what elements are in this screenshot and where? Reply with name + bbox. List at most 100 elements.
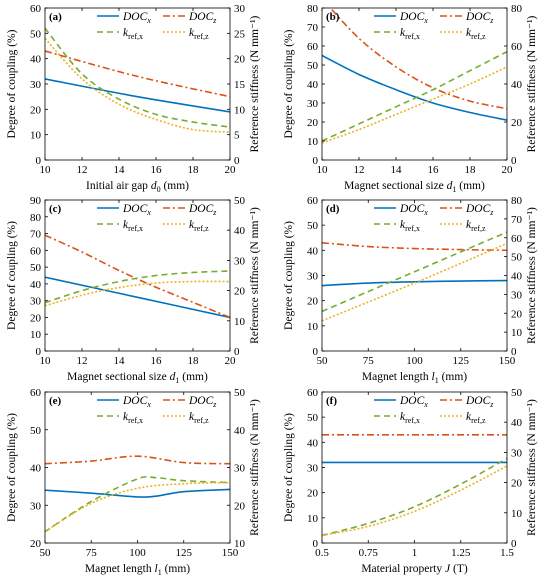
x-tick-label: 10	[40, 355, 52, 367]
x-tick-label: 125	[176, 547, 193, 559]
y-tick-label: 40	[30, 279, 42, 291]
y-tick-label: 60	[30, 245, 42, 257]
y-axis-label: Degree of coupling (%)	[283, 29, 295, 138]
legend-label: DOCz	[465, 203, 494, 217]
legend-label: kref,x	[400, 27, 420, 41]
x-tick-label: 14	[391, 164, 403, 176]
y2-tick-label: 50	[234, 195, 246, 207]
y-tick-label: 40	[307, 79, 319, 91]
chart-panel: 50 75 100 125 150 20 30 40 50 60 10 20 30 40 50 (e) Magn…	[6, 387, 261, 576]
y2-tick-label: 20	[234, 54, 246, 66]
y2-tick-label: 50	[511, 252, 523, 264]
legend-label: kref,z	[189, 27, 209, 41]
x-tick-label: 18	[188, 164, 200, 176]
y-tick-label: 20	[307, 296, 319, 308]
panel-letter: (a)	[49, 11, 62, 23]
x-tick-label: 150	[222, 547, 239, 559]
y-tick-label: 80	[30, 212, 42, 224]
y-tick-label: 10	[307, 321, 319, 333]
legend-label: DOCx	[122, 203, 151, 217]
legend-label: DOCz	[188, 203, 217, 217]
y-tick-label: 50	[30, 425, 42, 437]
y2-tick-label: 15	[234, 79, 246, 91]
y-tick-label: 10	[30, 329, 42, 341]
x-tick-label: 10	[317, 164, 329, 176]
y-tick-label: 30	[30, 79, 42, 91]
x-tick-label: 16	[428, 164, 440, 176]
x-tick-label: 150	[499, 355, 516, 367]
y2-tick-label: 40	[234, 425, 246, 437]
y-tick-label: 20	[30, 104, 42, 116]
y-tick-label: 60	[30, 3, 42, 15]
y2-tick-label: 70	[511, 214, 523, 226]
y2-tick-label: 60	[511, 233, 523, 245]
legend-label: kref,z	[189, 219, 209, 233]
y2-tick-label: 80	[511, 195, 523, 207]
series-line-doc-z	[329, 8, 507, 110]
y2-tick-label: 10	[234, 104, 246, 116]
legend-label: kref,z	[189, 411, 209, 425]
y2-axis-label: Reference stiffness (N mm⁻¹)	[249, 207, 261, 344]
x-axis-label: Magnet length l1 (mm)	[362, 371, 467, 385]
legend-label: DOCz	[465, 11, 494, 25]
x-tick-label: 0.5	[315, 547, 329, 559]
y2-tick-label: 0	[511, 346, 517, 358]
y2-tick-label: 40	[234, 225, 246, 237]
y2-tick-label: 20	[234, 500, 246, 512]
legend-label: DOCx	[399, 395, 428, 409]
x-tick-label: 125	[453, 355, 470, 367]
series-line-k-ref-x	[322, 457, 507, 537]
y2-axis-label: Reference stiffness (N mm⁻¹)	[526, 15, 538, 152]
series-line-k-ref-x	[45, 27, 230, 128]
y-tick-label: 10	[307, 136, 319, 148]
y-tick-label: 40	[307, 245, 319, 257]
x-tick-label: 20	[502, 164, 514, 176]
y-tick-label: 60	[30, 387, 42, 399]
y2-tick-label: 20	[511, 308, 523, 320]
series-line-doc-z	[45, 455, 230, 465]
x-tick-label: 50	[317, 355, 329, 367]
y2-tick-label: 5	[234, 130, 240, 142]
y-tick-label: 0	[313, 538, 319, 550]
y2-tick-label: 40	[511, 79, 523, 91]
y-tick-label: 0	[313, 155, 319, 167]
x-tick-label: 14	[114, 164, 126, 176]
x-axis-label: Magnet length l1 (mm)	[85, 563, 190, 576]
y-tick-label: 70	[30, 229, 42, 241]
x-tick-label: 100	[129, 547, 146, 559]
x-tick-label: 12	[77, 355, 88, 367]
x-tick-label: 100	[406, 355, 423, 367]
x-tick-label: 75	[363, 355, 375, 367]
y2-tick-label: 10	[511, 508, 523, 520]
legend-label: DOCz	[188, 395, 217, 409]
y2-tick-label: 25	[234, 28, 246, 40]
y-tick-label: 60	[307, 387, 319, 399]
x-axis-label: Initial air gap d0 (mm)	[86, 180, 189, 194]
legend-label: kref,x	[123, 219, 143, 233]
y-tick-label: 50	[30, 262, 42, 274]
y2-tick-label: 30	[234, 463, 246, 475]
x-tick-label: 75	[86, 547, 98, 559]
y-tick-label: 50	[30, 28, 42, 40]
series-line-k-ref-x	[322, 231, 507, 313]
legend-label: DOCx	[122, 11, 151, 25]
axes-box	[44, 391, 231, 544]
legend-label: DOCx	[399, 203, 428, 217]
y2-axis-label: Reference stiffness (N mm⁻¹)	[526, 207, 538, 344]
series-line-doc-x	[322, 54, 507, 121]
y2-tick-label: 20	[234, 286, 246, 298]
legend-label: kref,x	[123, 411, 143, 425]
x-tick-label: 18	[188, 355, 200, 367]
series-line-k-ref-z	[322, 465, 507, 537]
x-tick-label: 1	[412, 547, 418, 559]
y2-tick-label: 0	[511, 155, 517, 167]
panel-letter: (f)	[326, 395, 337, 407]
y-tick-label: 0	[36, 155, 42, 167]
legend-label: kref,x	[400, 411, 420, 425]
series-line-k-ref-x	[322, 50, 507, 142]
chart-panel: 10 12 14 16 18 200102030405060708090010203040…	[6, 195, 261, 385]
legend-label: kref,z	[466, 27, 486, 41]
series-line-k-ref-z	[45, 37, 230, 133]
chart-panel: 50 75 100 125 150010203040506001020304050607…	[283, 195, 538, 385]
y-tick-label: 10	[30, 130, 42, 142]
